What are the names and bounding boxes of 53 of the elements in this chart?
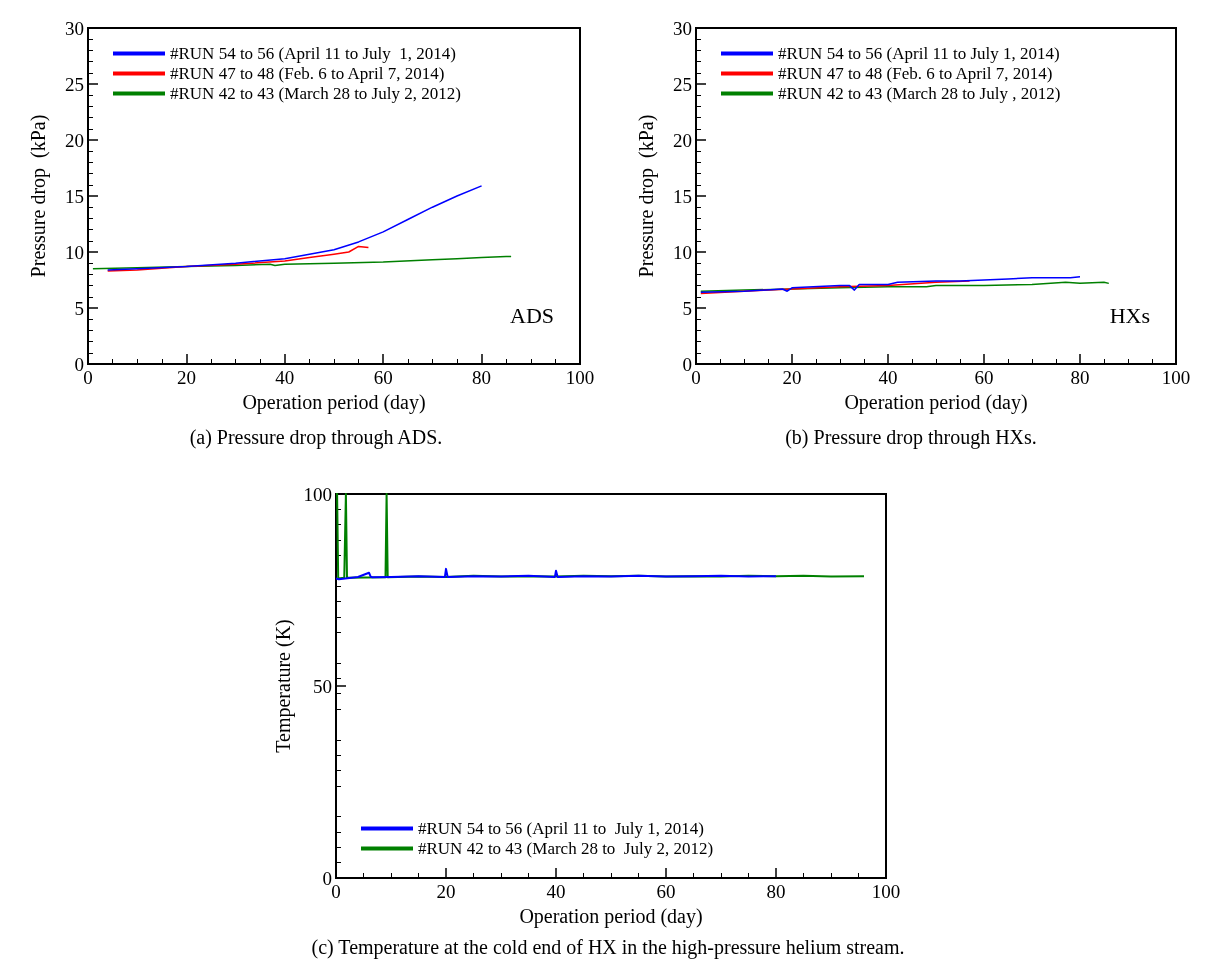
x-tick-label: 100 — [871, 881, 901, 902]
text: (c) Temperature at the cold end of HX in the high-pressure helium stream. — [311, 936, 905, 959]
legend-label: #RUN 47 to 48 (Feb. 6 to April 7, 2014) — [778, 64, 1053, 83]
legend-label: #RUN 47 to 48 (Feb. 6 to April 7, 2014) — [170, 64, 445, 83]
x-tick-label: 80 — [472, 367, 492, 388]
x-axis-title: Operation period (day) — [519, 905, 703, 928]
legend-label: #RUN 54 to 56 (April 11 to July 1, 2014) — [418, 819, 705, 838]
y-tick-label: 15 — [65, 185, 84, 207]
line-series — [700, 275, 1081, 294]
line-series — [700, 281, 1110, 292]
y-tick-label: 30 — [65, 17, 84, 39]
y-axis-title: Temperature (K) — [271, 619, 295, 753]
y-tick-label: 10 — [65, 241, 84, 263]
annotation: HXs — [1109, 302, 1151, 328]
y-tick-label: 25 — [65, 73, 84, 95]
line-series — [335, 567, 777, 581]
x-tick-label: 60 — [974, 367, 994, 388]
x-tick-label: 20 — [176, 367, 196, 388]
x-tick-label: 60 — [656, 881, 676, 902]
annotation: ADS — [509, 302, 554, 328]
legend-label: #RUN 54 to 56 (April 11 to July 1, 2014) — [778, 44, 1060, 63]
y-tick-label: 15 — [673, 185, 692, 207]
x-tick-label: 80 — [1070, 367, 1090, 388]
x-tick-label: 20 — [782, 367, 802, 388]
x-tick-label: 100 — [1161, 367, 1191, 388]
x-axis-title: Operation period (day) — [242, 391, 426, 414]
legend-label: #RUN 42 to 43 (March 28 to July 2, 2012) — [418, 839, 714, 858]
x-tick-label: 40 — [878, 367, 898, 388]
y-tick-label: 20 — [673, 129, 692, 151]
y-tick-label: 10 — [673, 241, 692, 263]
y-tick-label: 25 — [673, 73, 692, 95]
y-tick-label: 20 — [65, 129, 84, 151]
y-tick-label: 100 — [303, 483, 332, 505]
y-tick-label: 5 — [682, 297, 692, 319]
y-tick-label: 5 — [74, 297, 84, 319]
x-tick-label: 100 — [565, 367, 595, 388]
x-axis-title: Operation period (day) — [844, 391, 1028, 414]
legend-label: #RUN 54 to 56 (April 11 to July 1, 2014) — [170, 44, 457, 63]
x-tick-label: 20 — [436, 881, 456, 902]
legend-label: #RUN 42 to 43 (March 28 to July 2, 2012) — [170, 84, 461, 103]
x-tick-label: 40 — [546, 881, 566, 902]
legend-label: #RUN 42 to 43 (March 28 to July , 2012) — [778, 84, 1061, 103]
text: (a) Pressure drop through ADS. — [189, 426, 443, 449]
line-series — [92, 255, 512, 270]
y-tick-label: 50 — [313, 675, 332, 697]
y-tick-label: 30 — [673, 17, 692, 39]
x-tick-label: 60 — [373, 367, 393, 388]
x-tick-label: 80 — [766, 881, 786, 902]
y-axis-title: Pressure drop (kPa) — [635, 114, 658, 278]
line-series — [106, 185, 483, 271]
text: (b) Pressure drop through HXs. — [785, 426, 1037, 449]
x-tick-label: 40 — [275, 367, 295, 388]
y-axis-title: Pressure drop (kPa) — [27, 114, 50, 278]
